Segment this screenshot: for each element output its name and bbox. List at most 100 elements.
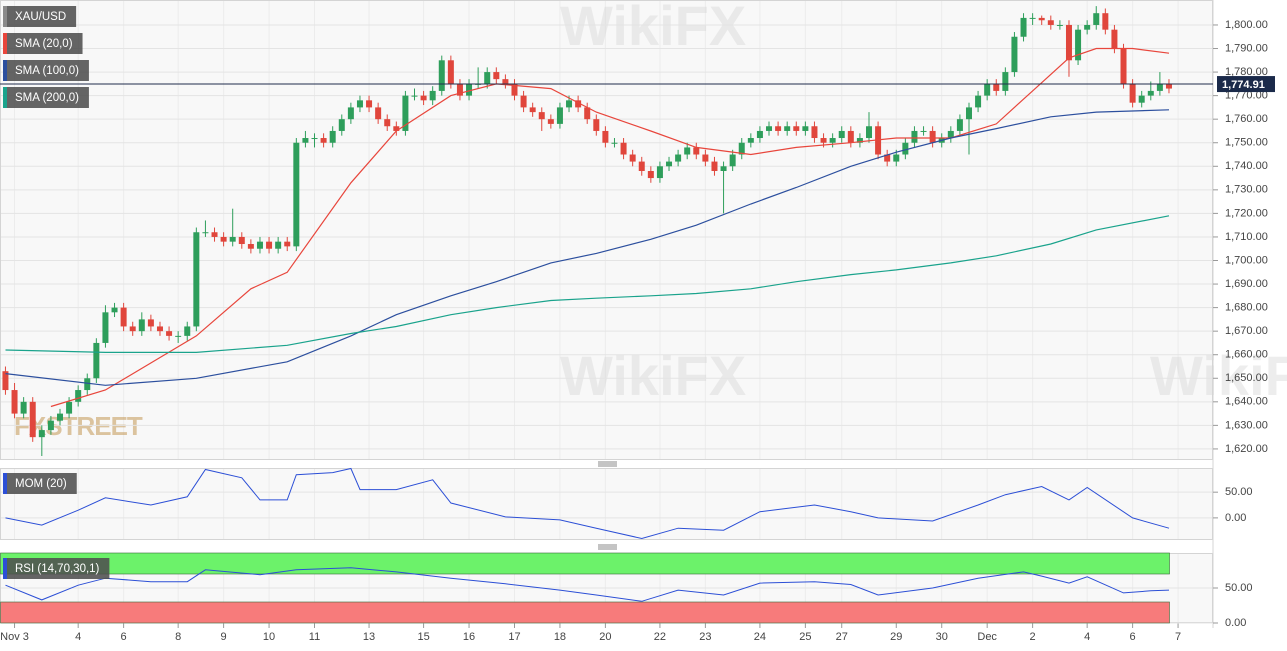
candle-body — [511, 83, 518, 96]
x-tick-label: 29 — [890, 631, 902, 643]
indicator-line — [5, 567, 1170, 602]
legend-label: SMA (20,0) — [15, 38, 73, 50]
candle-body — [347, 107, 354, 120]
legend-label: MOM (20) — [15, 478, 67, 490]
indicator-line — [50, 47, 1170, 408]
candle-body — [356, 100, 363, 108]
y-tick-label: 1,800.00 — [1225, 19, 1268, 31]
y-tick-label: 0.00 — [1225, 512, 1246, 524]
candle-body — [402, 95, 409, 131]
y-tick-label: 1,730.00 — [1225, 184, 1268, 196]
candle-body — [502, 79, 509, 84]
candle-body — [529, 107, 536, 113]
candle-body — [438, 60, 445, 91]
x-tick-label: 4 — [1084, 631, 1090, 643]
x-tick-label: 22 — [654, 631, 666, 643]
x-tick-label: Nov 3 — [0, 631, 29, 643]
y-tick-label: 1,680.00 — [1225, 302, 1268, 314]
candle-body — [520, 95, 527, 108]
candle-body — [447, 60, 454, 84]
candle-body — [166, 331, 173, 336]
y-tick-label: 1,790.00 — [1225, 42, 1268, 54]
candle-body — [1111, 29, 1118, 49]
candle-body — [175, 335, 182, 337]
candle-body — [2, 371, 9, 391]
legend-label: SMA (100,0) — [15, 65, 79, 77]
candle-body — [666, 161, 673, 167]
candle-body — [393, 126, 400, 131]
candle-body — [1138, 95, 1145, 103]
candle-body — [866, 126, 872, 139]
candle-body — [156, 326, 163, 332]
candle-body — [538, 112, 545, 120]
candle-body — [293, 142, 300, 247]
legend-label: RSI (14,70,30,1) — [15, 563, 100, 575]
candle-body — [993, 83, 1000, 91]
legend-entry: SMA (100,0) — [3, 60, 89, 81]
candle-body — [147, 319, 154, 327]
y-tick-label: 1,690.00 — [1225, 278, 1268, 290]
x-tick-label: 23 — [699, 631, 711, 643]
legend-entry: SMA (200,0) — [3, 87, 89, 108]
candle-body — [193, 232, 200, 327]
y-tick-label: 1,780.00 — [1225, 66, 1268, 78]
y-tick-label: 1,660.00 — [1225, 349, 1268, 361]
y-tick-label: 1,750.00 — [1225, 137, 1268, 149]
candle-body — [302, 138, 309, 143]
legend-swatch — [3, 473, 7, 494]
x-tick-label: 24 — [754, 631, 766, 643]
legend-entry: RSI (14,70,30,1) — [3, 558, 110, 579]
candle-body — [211, 232, 218, 237]
y-tick-label: 1,640.00 — [1225, 396, 1268, 408]
y-tick-label: 1,670.00 — [1225, 325, 1268, 337]
legend-box — [3, 558, 110, 579]
candle-body — [1093, 13, 1100, 25]
candle-body — [975, 95, 982, 108]
candle-body — [711, 161, 718, 171]
x-tick-label: 6 — [1130, 631, 1136, 643]
legend-label: XAU/USD — [15, 11, 66, 23]
candle-body — [484, 72, 491, 84]
candle-body — [675, 154, 682, 162]
watermark: WikiFX — [560, 0, 746, 57]
y-tick-label: 1,760.00 — [1225, 113, 1268, 125]
candle-body — [1120, 48, 1127, 84]
candle-body — [20, 401, 27, 414]
candle-body — [1156, 83, 1163, 91]
x-tick-label: 2 — [1030, 631, 1036, 643]
candle-body — [611, 142, 618, 144]
candle-body — [329, 130, 336, 143]
candle-body — [1084, 24, 1091, 30]
candle-body — [811, 126, 818, 139]
candle-body — [1102, 13, 1109, 30]
legend-box — [3, 33, 83, 54]
candle-body — [1047, 20, 1054, 25]
candle-body — [802, 126, 809, 131]
candle-body — [656, 166, 663, 179]
candle-body — [320, 138, 327, 143]
candle-body — [556, 107, 563, 124]
legend-swatch — [3, 87, 7, 108]
candle-body — [1056, 24, 1063, 26]
y-tick-label: 1,770.00 — [1225, 90, 1268, 102]
candle-body — [38, 430, 45, 438]
candle-body — [120, 307, 127, 327]
candle-body — [847, 130, 854, 143]
x-tick-label: 16 — [463, 631, 475, 643]
candle-body — [566, 100, 573, 108]
y-tick-label: 1,650.00 — [1225, 372, 1268, 384]
candle-body — [1029, 17, 1036, 19]
x-tick-label: 17 — [508, 631, 520, 643]
candle-body — [1038, 17, 1045, 21]
candle-body — [784, 126, 791, 131]
x-tick-label: 9 — [221, 631, 227, 643]
candle-body — [66, 401, 73, 414]
candle-body — [184, 326, 191, 336]
y-tick-label: 1,620.00 — [1225, 443, 1268, 455]
candle-body — [820, 138, 827, 143]
x-tick-label: Dec — [977, 631, 997, 643]
x-tick-label: 30 — [936, 631, 948, 643]
candle-body — [593, 119, 600, 131]
x-tick-label: 8 — [175, 631, 181, 643]
candle-body — [1011, 36, 1018, 73]
